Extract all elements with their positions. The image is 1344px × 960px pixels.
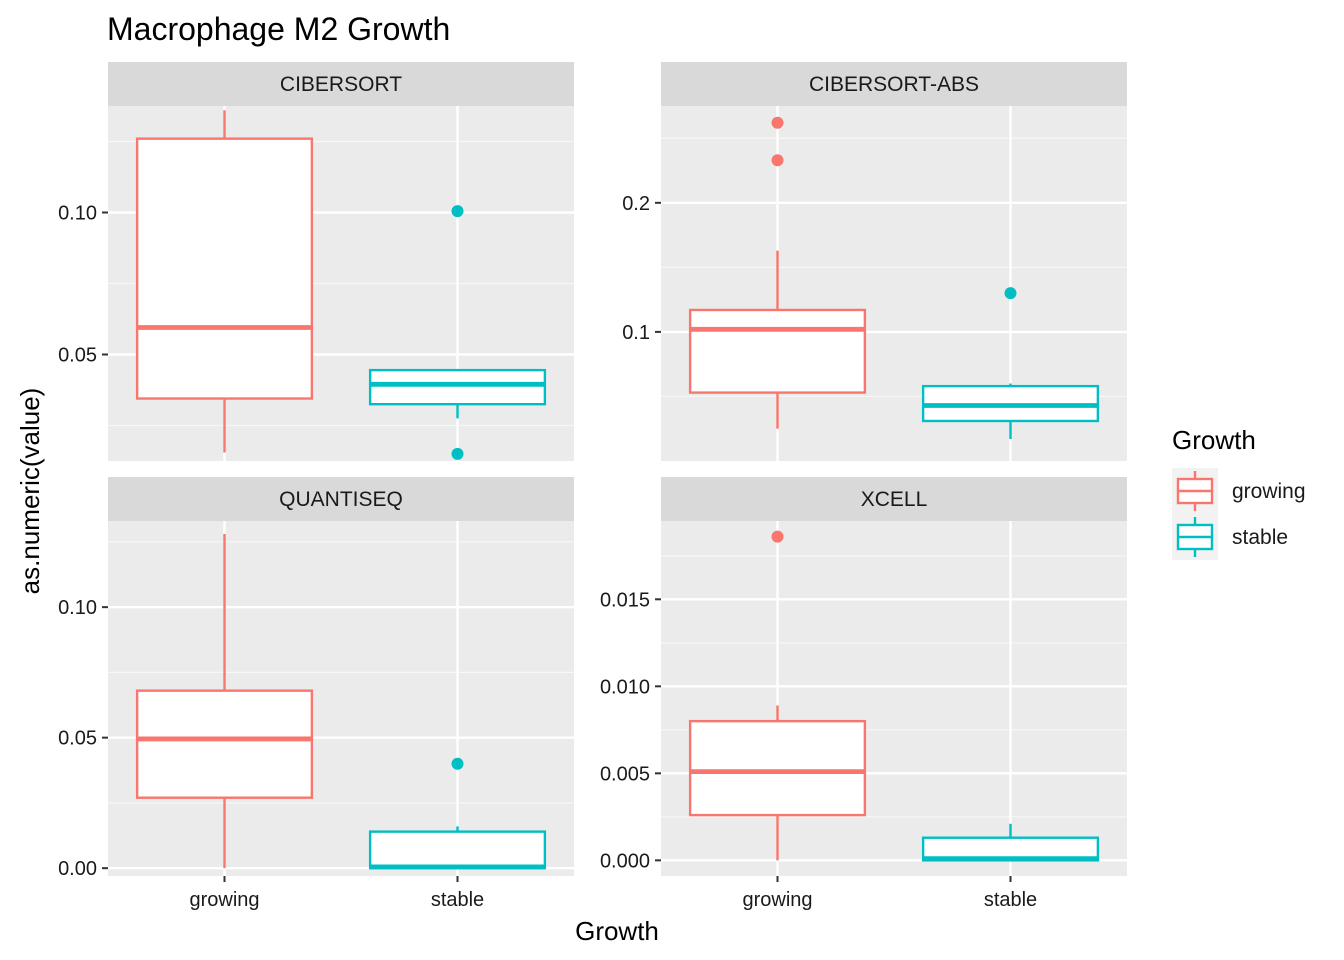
box: [688, 308, 867, 394]
y-tick-label: 0.015: [600, 589, 650, 611]
y-tick-label: 0.10: [58, 597, 97, 619]
legend: Growth growing stable: [1172, 425, 1306, 560]
x-tick-label: stable: [431, 889, 484, 911]
boxplot-stable: [921, 823, 1100, 862]
chart-title: Macrophage M2 Growth: [107, 11, 450, 47]
y-tick-label: 0.000: [600, 850, 650, 872]
facet-panel: QUANTISEQ 0.00 0.05 0.10 growing stable: [58, 477, 574, 911]
boxplot-stable: [368, 205, 547, 460]
x-tick-label: growing: [189, 889, 259, 911]
facet-panel: CIBERSORT-ABS 0.1 0.2: [622, 62, 1127, 461]
x-axis-title: Growth: [575, 916, 659, 946]
box: [135, 137, 314, 400]
boxplot-growing: [688, 116, 867, 429]
x-tick-label: stable: [984, 889, 1037, 911]
facet-strip: [108, 477, 574, 521]
outlier-point: [1004, 287, 1017, 300]
y-tick-label: 0.05: [58, 345, 97, 367]
facet-strip: [661, 477, 1127, 521]
facet-strip-label: XCELL: [861, 488, 928, 511]
facet-panels: CIBERSORT 0.05 0.10 CIBERSORT-ABS 0.1 0.2 QUAN…: [58, 62, 1127, 911]
facet-strip-label: CIBERSORT: [280, 73, 402, 96]
outlier-point: [771, 116, 784, 129]
legend-item-growing: growing: [1172, 468, 1306, 514]
box: [368, 830, 547, 870]
facet-strip: [661, 62, 1127, 106]
y-tick-label: 0.05: [58, 728, 97, 750]
outlier-point: [451, 205, 464, 218]
box: [135, 689, 314, 799]
outlier-point: [771, 154, 784, 167]
facet-strip: [108, 62, 574, 106]
boxplot-growing: [688, 530, 867, 861]
x-tick-label: growing: [742, 889, 812, 911]
y-tick-label: 0.1: [622, 322, 650, 344]
facet-strip-label: CIBERSORT-ABS: [809, 73, 979, 96]
y-tick-label: 0.005: [600, 763, 650, 785]
outlier-point: [771, 530, 784, 543]
legend-item-stable: stable: [1172, 514, 1288, 560]
outlier-point: [451, 447, 464, 460]
outlier-point: [451, 757, 464, 770]
y-tick-label: 0.2: [622, 193, 650, 215]
panel-background: [661, 521, 1127, 876]
box: [688, 719, 867, 817]
y-tick-label: 0.010: [600, 676, 650, 698]
y-tick-label: 0.10: [58, 203, 97, 225]
legend-label: growing: [1232, 480, 1306, 503]
boxplot-stable: [921, 287, 1100, 440]
boxplot-growing: [135, 110, 314, 453]
facet-panel: XCELL 0.000 0.005 0.010 0.015 growing stable: [600, 477, 1127, 911]
legend-title: Growth: [1172, 425, 1256, 455]
facet-strip-label: QUANTISEQ: [279, 488, 403, 511]
y-axis-title: as.numeric(value): [15, 388, 45, 595]
boxplot-growing: [135, 534, 314, 869]
legend-label: stable: [1232, 526, 1288, 549]
box: [368, 368, 547, 406]
y-tick-label: 0.00: [58, 858, 97, 880]
boxplot-stable: [368, 757, 547, 870]
facet-panel: CIBERSORT 0.05 0.10: [58, 62, 574, 461]
